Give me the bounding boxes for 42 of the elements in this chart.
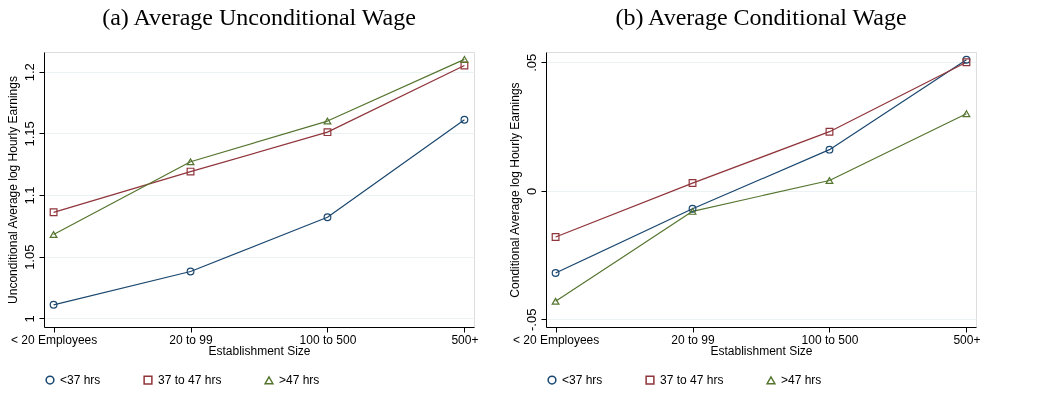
point	[323, 117, 332, 125]
point	[551, 269, 560, 277]
legend-label: <37 hrs	[60, 373, 101, 388]
legend-label: 37 to 47 hrs	[660, 373, 724, 388]
point	[186, 267, 195, 276]
legend-label: >47 hrs	[781, 373, 822, 388]
x-tick-label: < 20 Employees	[512, 332, 600, 347]
point	[49, 208, 58, 217]
x-tick-label: 500+	[451, 332, 479, 347]
y-axis-title: Conditional Average log Hourly Earnings	[507, 82, 522, 298]
point	[49, 231, 58, 239]
y-tick-label: 1.2	[21, 63, 37, 82]
point	[825, 145, 834, 154]
point	[460, 115, 469, 124]
legend-label: >47 hrs	[279, 373, 320, 388]
point	[962, 110, 971, 118]
y-tick-label: 0	[523, 187, 539, 195]
point	[460, 61, 469, 70]
point	[551, 233, 560, 241]
point	[186, 167, 195, 176]
x-tick-label: 500+	[953, 332, 981, 347]
chart-title: (b) Average Conditional Wage	[615, 4, 907, 30]
y-axis-title: Unconditional Average log Hourly Earnings	[5, 76, 20, 304]
point	[323, 128, 332, 137]
point	[551, 297, 560, 305]
y-tick-label: 1.1	[21, 186, 37, 205]
point	[49, 300, 58, 309]
point	[323, 213, 332, 222]
point	[186, 158, 195, 166]
point	[688, 179, 697, 188]
y-tick-label: 1.05	[21, 244, 37, 270]
y-tick-label: 1.15	[21, 121, 37, 147]
point	[460, 55, 469, 63]
chart-title: (a) Average Unconditional Wage	[102, 4, 416, 30]
y-tick-label: -.05	[523, 308, 539, 331]
legend-label: 37 to 47 hrs	[158, 373, 222, 388]
y-tick-label: .05	[523, 53, 539, 72]
point	[825, 127, 834, 136]
legend-label: <37 hrs	[562, 373, 603, 388]
point	[825, 177, 834, 185]
y-tick-label: 1	[21, 315, 37, 323]
x-tick-label: < 20 Employees	[10, 332, 98, 347]
